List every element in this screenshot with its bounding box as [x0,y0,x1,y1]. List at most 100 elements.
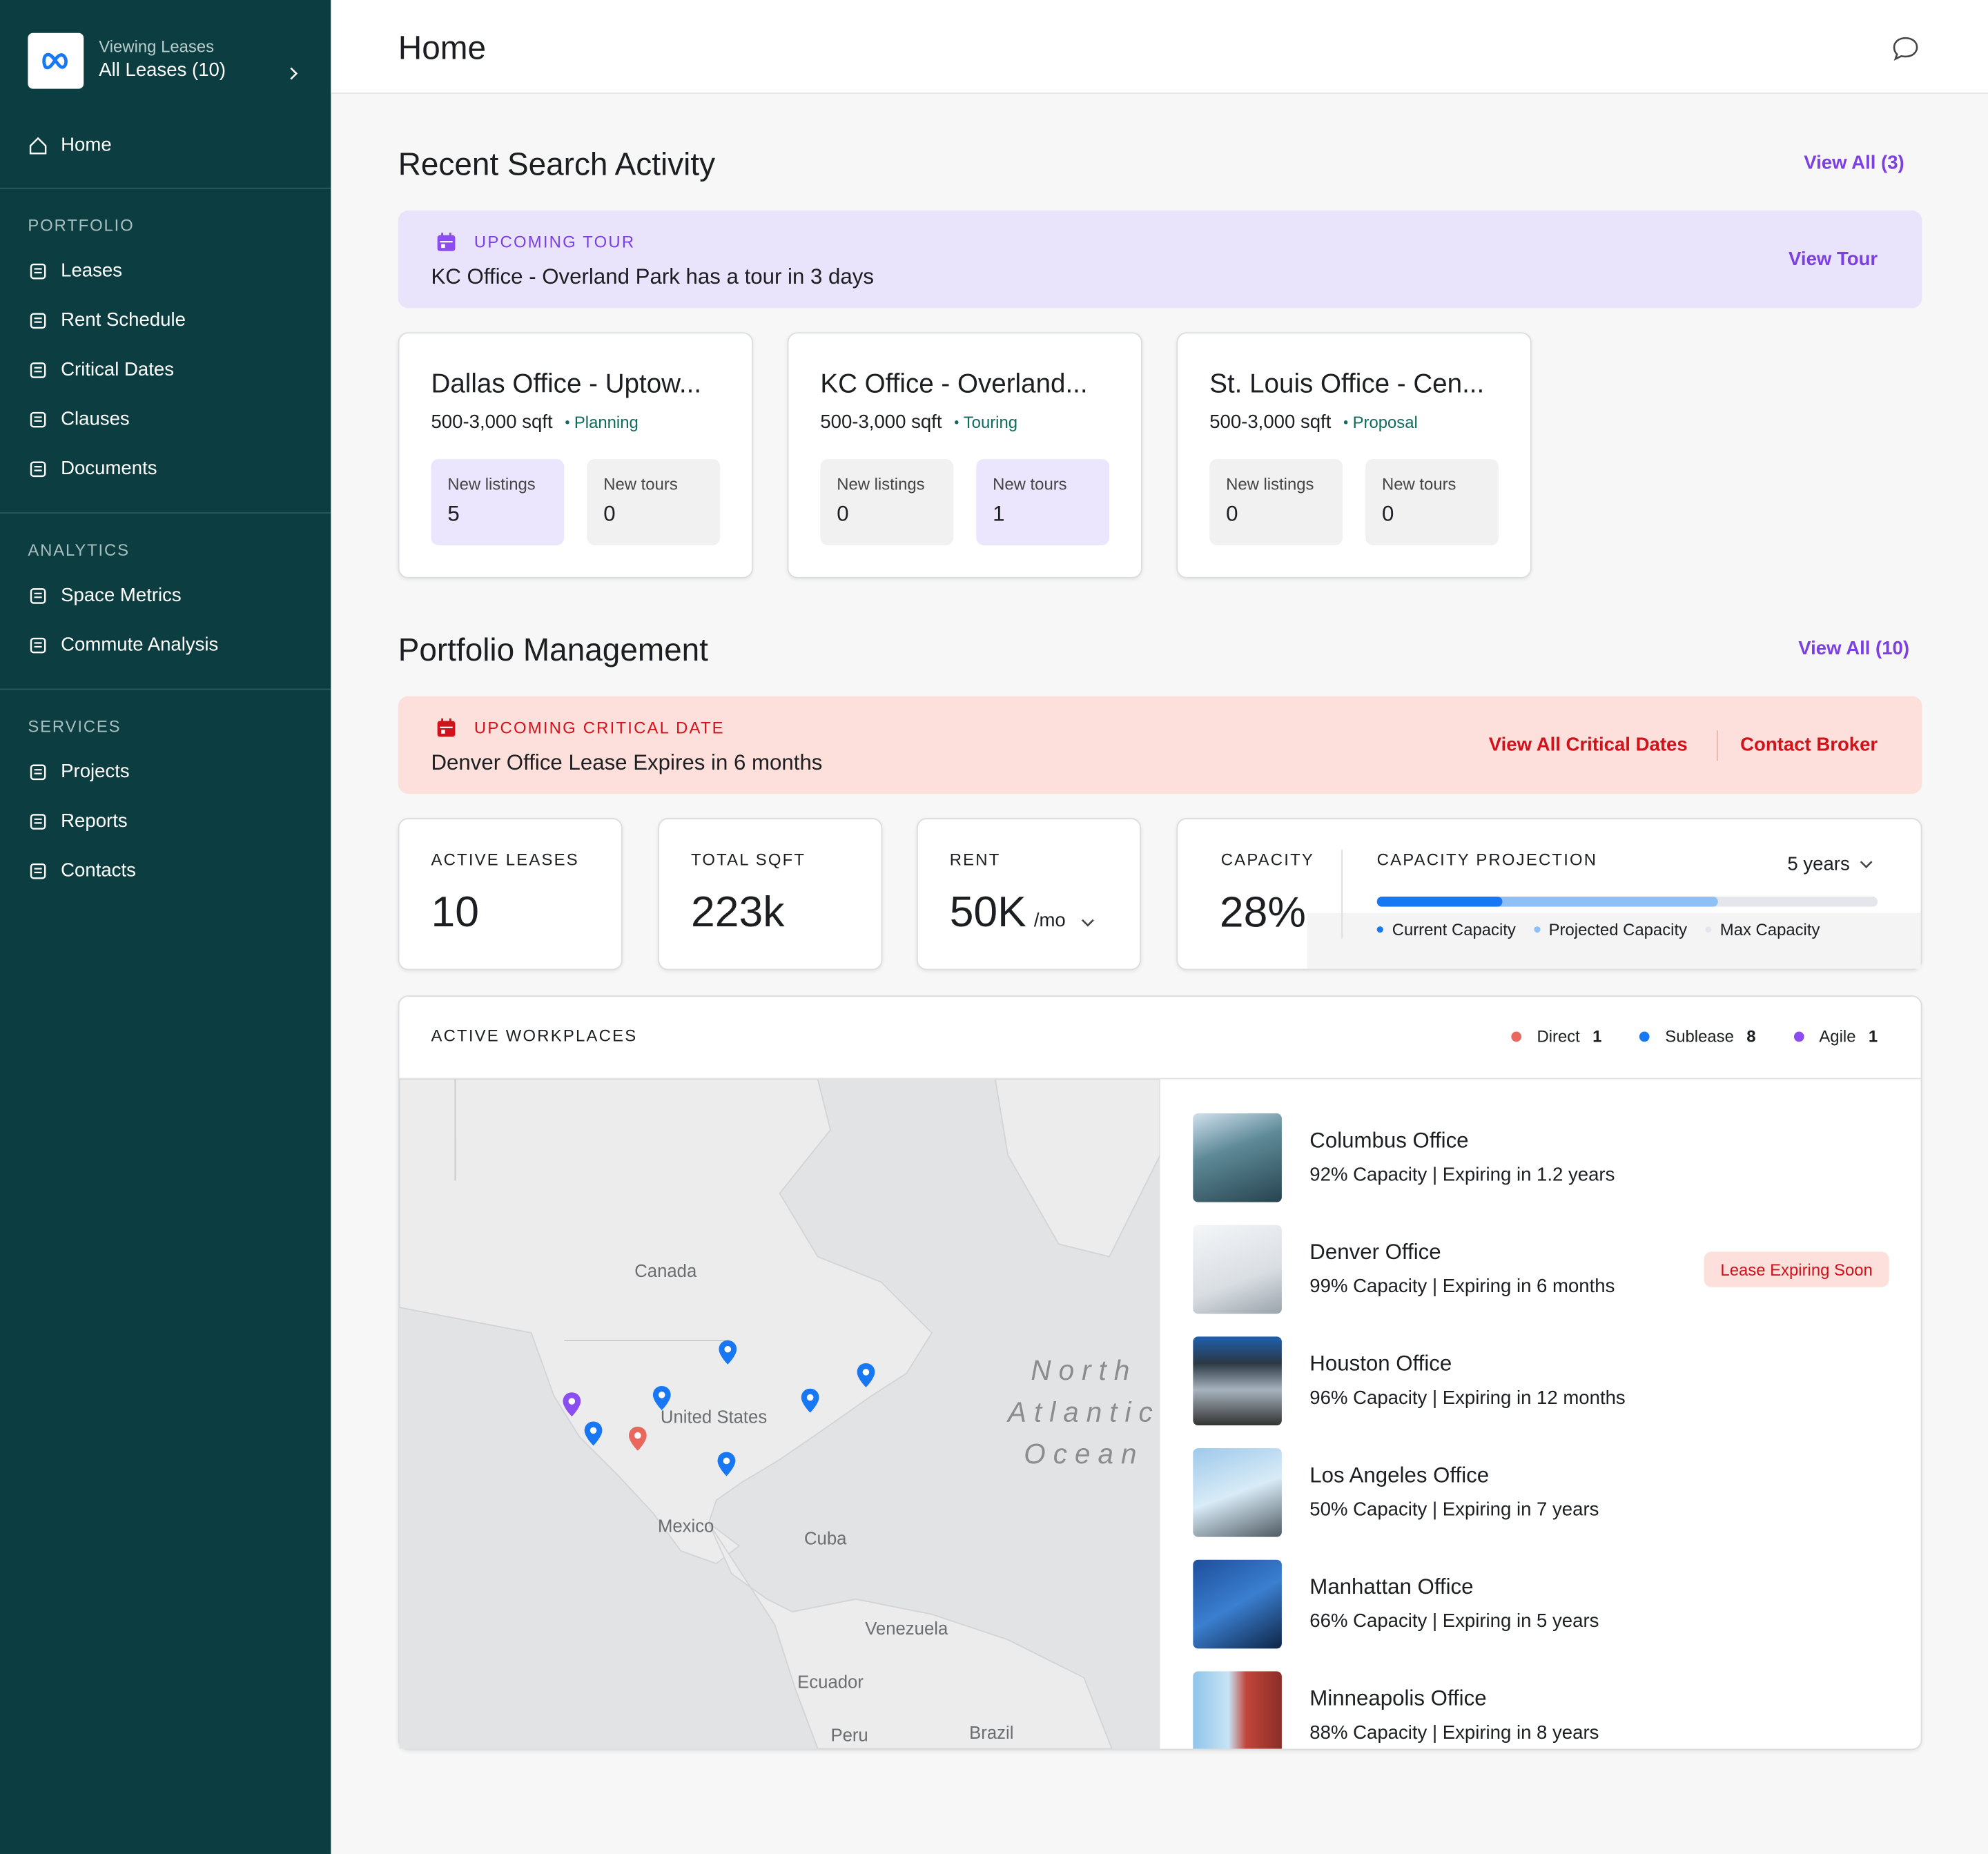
nav-item[interactable]: Commute Analysis [61,634,219,656]
office-thumbnail [1193,1113,1282,1202]
icon-part [454,1079,730,1341]
nav-item[interactable]: Space Metrics [61,584,182,607]
current-bar [1376,896,1503,907]
icon-part [34,367,42,373]
nav-item[interactable]: Clauses [61,408,130,430]
icon-part [30,461,46,478]
projection-label: CAPACITY PROJECTION [1376,850,1598,869]
icon-part [1081,919,1094,927]
icon-part [1860,861,1873,869]
icon-part [563,1392,581,1417]
office-name[interactable]: Minneapolis Office [1309,1686,1487,1711]
divider [399,1077,1921,1080]
nav-item[interactable]: Critical Dates [61,358,174,381]
map-label: United States [661,1407,767,1427]
search-name: St. Louis Office - Cen... [1209,369,1485,399]
view-all-link[interactable]: View All (10) [1798,638,1910,660]
icon-part [34,318,42,323]
logo [28,32,84,89]
map-label: Mexico [658,1516,714,1536]
icon-part [34,268,42,274]
icon-part [862,1369,870,1376]
icon-part [723,1457,730,1465]
workplaces-title: ACTIVE WORKPLACES [431,1026,638,1046]
search-meta: 500-3,000 sqft Planning [431,411,638,433]
status-dot [565,420,569,425]
icon-part [806,1394,814,1401]
metric-label: ACTIVE LEASES [431,850,579,869]
account-value[interactable]: All Leases (10) [99,59,226,81]
metric-value: 223k [691,888,785,937]
nav-item[interactable]: Home [61,134,112,156]
legend-count: 1 [1592,1026,1602,1046]
status-badge: Lease Expiring Soon [1704,1251,1889,1287]
contact-broker-link[interactable]: Contact Broker [1740,734,1878,756]
legend-dot [1793,1031,1804,1042]
icon-part [589,1427,597,1434]
section-title: Recent Search Activity [398,147,716,183]
stat-box [587,459,721,545]
icon-part [29,137,47,155]
map-label: Peru [830,1726,868,1745]
nav-icon [30,411,46,428]
office-name[interactable]: Los Angeles Office [1309,1463,1490,1487]
office-name[interactable]: Manhattan Office [1309,1574,1474,1599]
legend-count: 1 [1868,1026,1878,1046]
icon-part [437,235,456,251]
office-details: 66% Capacity | Expiring in 5 years [1309,1610,1599,1632]
icon-part [449,718,451,723]
period-select[interactable]: 5 years [1787,853,1850,875]
legend-item: Agile 1 [1793,1026,1878,1046]
section-title: ANALYTICS [28,540,130,560]
nav-icon [29,137,47,155]
banner-text: Denver Office Lease Expires in 6 months [431,750,823,775]
nav-item[interactable]: Leases [61,260,123,282]
search-status: Touring [963,413,1018,432]
nav-item[interactable]: Projects [61,761,130,783]
map-ocean-label: Ocean [1024,1438,1144,1470]
icon-part [440,241,453,243]
view-all-link[interactable]: View All (3) [1804,152,1904,174]
workplace-legend: Direct 1 Sublease 8 Agile 1 [1511,1026,1878,1046]
icon-part [441,233,444,237]
metric-value-row: 50K/mo [950,888,1066,938]
icon-part [34,868,42,874]
chevron [1860,861,1873,869]
icon-part [34,818,42,824]
nav-item[interactable]: Rent Schedule [61,309,186,331]
metric-value-row: 223k [691,888,784,938]
nav-item[interactable]: Documents [61,458,157,480]
icon-part [30,263,46,280]
legend-item: Direct 1 [1511,1026,1602,1046]
nav-item[interactable]: Contacts [61,859,136,881]
search-meta: 500-3,000 sqft Proposal [1209,411,1418,433]
metric-value: 10 [431,888,479,937]
section-title: Portfolio Management [398,632,708,669]
stat-label: New tours [993,474,1067,494]
section-title: SERVICES [28,716,121,736]
status-dot [954,420,959,425]
icon-part [34,465,42,471]
nav-icon [30,362,46,378]
icon-part [30,588,46,604]
office-name[interactable]: Houston Office [1309,1352,1452,1376]
separator [1716,730,1718,761]
legend-count: 8 [1746,1026,1756,1046]
icon-part [1893,37,1918,61]
calendar-icon [437,718,456,737]
search-status: Proposal [1352,413,1418,432]
nav-item[interactable]: Reports [61,810,128,832]
legend-dot [1639,1031,1650,1042]
legend-item: Sublease 8 [1639,1026,1756,1046]
office-list: Columbus Office 92% Capacity | Expiring i… [1160,1079,1921,1749]
office-name[interactable]: Denver Office [1309,1240,1441,1265]
stat-value: 0 [1382,502,1394,527]
view-tour-link[interactable]: View Tour [1789,248,1878,271]
metric-value: 28% [1219,888,1306,937]
office-name[interactable]: Columbus Office [1309,1128,1469,1153]
tour-banner [398,210,1922,309]
icon-part [652,1386,671,1410]
stat-box [1209,459,1343,545]
critical-dates-link[interactable]: View All Critical Dates [1488,734,1688,756]
